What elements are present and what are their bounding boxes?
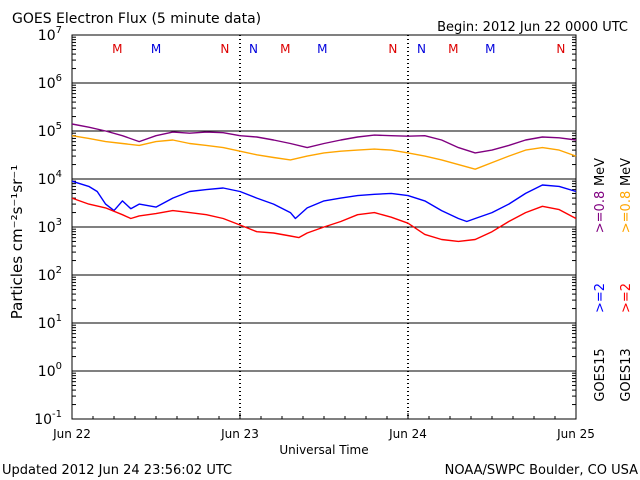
x-tick-label: Jun 24 — [388, 427, 427, 441]
legend: GOES15 GOES13 >=2 >=2 >=0.8 >=0.8 MeV Me… — [593, 158, 634, 402]
marker-m: M — [485, 42, 495, 56]
x-tick-label: Jun 23 — [220, 427, 259, 441]
legend-goes13-2mev: >=2 — [619, 283, 634, 313]
grid-layer — [72, 36, 576, 406]
y-tick-label: 106 — [38, 73, 62, 92]
marker-m: M — [317, 42, 327, 56]
legend-mev-unit-2: MeV — [619, 158, 634, 186]
marker-n: N — [249, 42, 258, 56]
marker-n: N — [388, 42, 397, 56]
updated-timestamp: Updated 2012 Jun 24 23:56:02 UTC — [2, 463, 232, 478]
legend-goes15-08mev: >=0.8 — [593, 191, 608, 233]
x-tick-label: Jun 22 — [52, 427, 91, 441]
marker-m: M — [112, 42, 122, 56]
y-tick-label: 104 — [38, 169, 62, 188]
series-line-goes13-2mev — [71, 197, 577, 243]
begin-label: Begin: 2012 Jun 22 0000 UTC — [437, 20, 628, 35]
legend-goes15-2mev: >=2 — [593, 283, 608, 313]
chart-title: GOES Electron Flux (5 minute data) — [12, 11, 261, 27]
marker-n: N — [556, 42, 565, 56]
x-tick-labels: Jun 22 Jun 23 Jun 24 Jun 25 — [52, 427, 595, 441]
y-tick-label: 107 — [38, 25, 62, 44]
y-axis-label: Particles cm⁻²s⁻¹sr⁻¹ — [8, 165, 26, 319]
marker-m: M — [280, 42, 290, 56]
legend-goes13-08mev: >=0.8 — [619, 191, 634, 233]
marker-m: M — [151, 42, 161, 56]
y-tick-label: 101 — [38, 313, 62, 332]
y-tick-label: 103 — [38, 217, 62, 236]
y-tick-label: 102 — [38, 265, 62, 284]
marker-n: N — [220, 42, 229, 56]
legend-goes15: GOES15 — [593, 348, 608, 401]
legend-mev-unit: MeV — [593, 158, 608, 186]
series-layer — [71, 123, 577, 243]
series-line-goes15-2mev — [71, 180, 577, 223]
marker-m: M — [448, 42, 458, 56]
x-axis-label: Universal Time — [279, 443, 368, 457]
y-tick-labels: 10-1 100 101 102 103 104 105 106 107 — [34, 25, 62, 428]
series-line-goes15-08mev — [71, 123, 577, 154]
y-tick-label: 105 — [38, 121, 62, 140]
y-tick-label: 100 — [38, 361, 62, 380]
legend-goes13: GOES13 — [619, 348, 634, 401]
x-tick-label: Jun 25 — [556, 427, 595, 441]
data-source: NOAA/SWPC Boulder, CO USA — [445, 463, 638, 478]
marker-n: N — [417, 42, 426, 56]
y-tick-label: 10-1 — [34, 409, 62, 428]
series-line-goes13-08mev — [71, 135, 577, 170]
